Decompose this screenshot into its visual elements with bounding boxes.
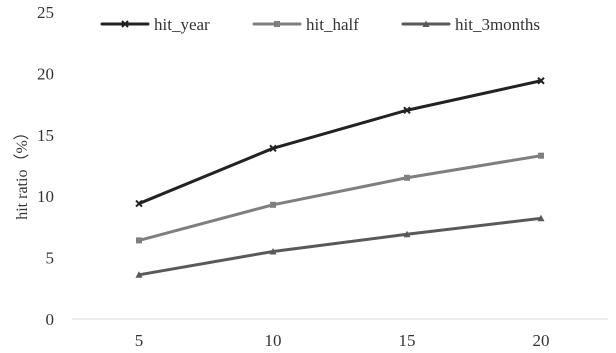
legend: hit_year hit_half hit_3months xyxy=(100,15,540,34)
legend-label: hit_half xyxy=(306,15,359,34)
data-point xyxy=(537,214,545,222)
x-tick-label: 15 xyxy=(399,331,416,350)
series-hit-3months xyxy=(135,214,545,278)
x-tick-labels: 5 10 15 20 xyxy=(135,331,550,350)
y-tick-label: 0 xyxy=(46,310,55,329)
x-tick-label: 5 xyxy=(135,331,144,350)
data-point xyxy=(135,199,143,208)
y-tick-label: 5 xyxy=(46,249,55,268)
legend-label: hit_3months xyxy=(455,15,540,34)
y-tick-labels: 0 5 10 15 20 25 xyxy=(37,3,54,329)
y-tick-label: 20 xyxy=(37,64,54,83)
legend-item-hit-year: hit_year xyxy=(100,15,210,34)
y-tick-label: 15 xyxy=(37,126,54,145)
x-tick-label: 10 xyxy=(265,331,282,350)
y-tick-label: 10 xyxy=(37,187,54,206)
series-layer xyxy=(135,77,545,278)
legend-item-hit-3months: hit_3months xyxy=(401,15,540,34)
data-point xyxy=(135,271,143,278)
y-tick-label: 25 xyxy=(37,3,54,22)
data-point xyxy=(404,174,410,181)
series-line xyxy=(137,79,543,206)
series-hit-year xyxy=(135,77,545,208)
legend-label: hit_year xyxy=(154,15,210,34)
data-point xyxy=(403,106,411,114)
series-line xyxy=(137,154,543,242)
data-point xyxy=(136,237,142,244)
y-axis-title: hit ratio（%） xyxy=(13,124,31,220)
series-line xyxy=(137,216,543,277)
legend-marker xyxy=(274,21,280,27)
series-hit-half xyxy=(136,152,544,244)
x-tick-label: 20 xyxy=(533,331,550,350)
legend-marker xyxy=(121,20,129,28)
data-point xyxy=(403,230,411,238)
data-point xyxy=(538,152,544,159)
data-point xyxy=(537,77,545,85)
data-point xyxy=(270,201,276,208)
data-point xyxy=(269,247,277,255)
legend-item-hit-half: hit_half xyxy=(252,15,359,34)
data-point xyxy=(269,144,277,153)
legend-marker xyxy=(422,20,430,27)
